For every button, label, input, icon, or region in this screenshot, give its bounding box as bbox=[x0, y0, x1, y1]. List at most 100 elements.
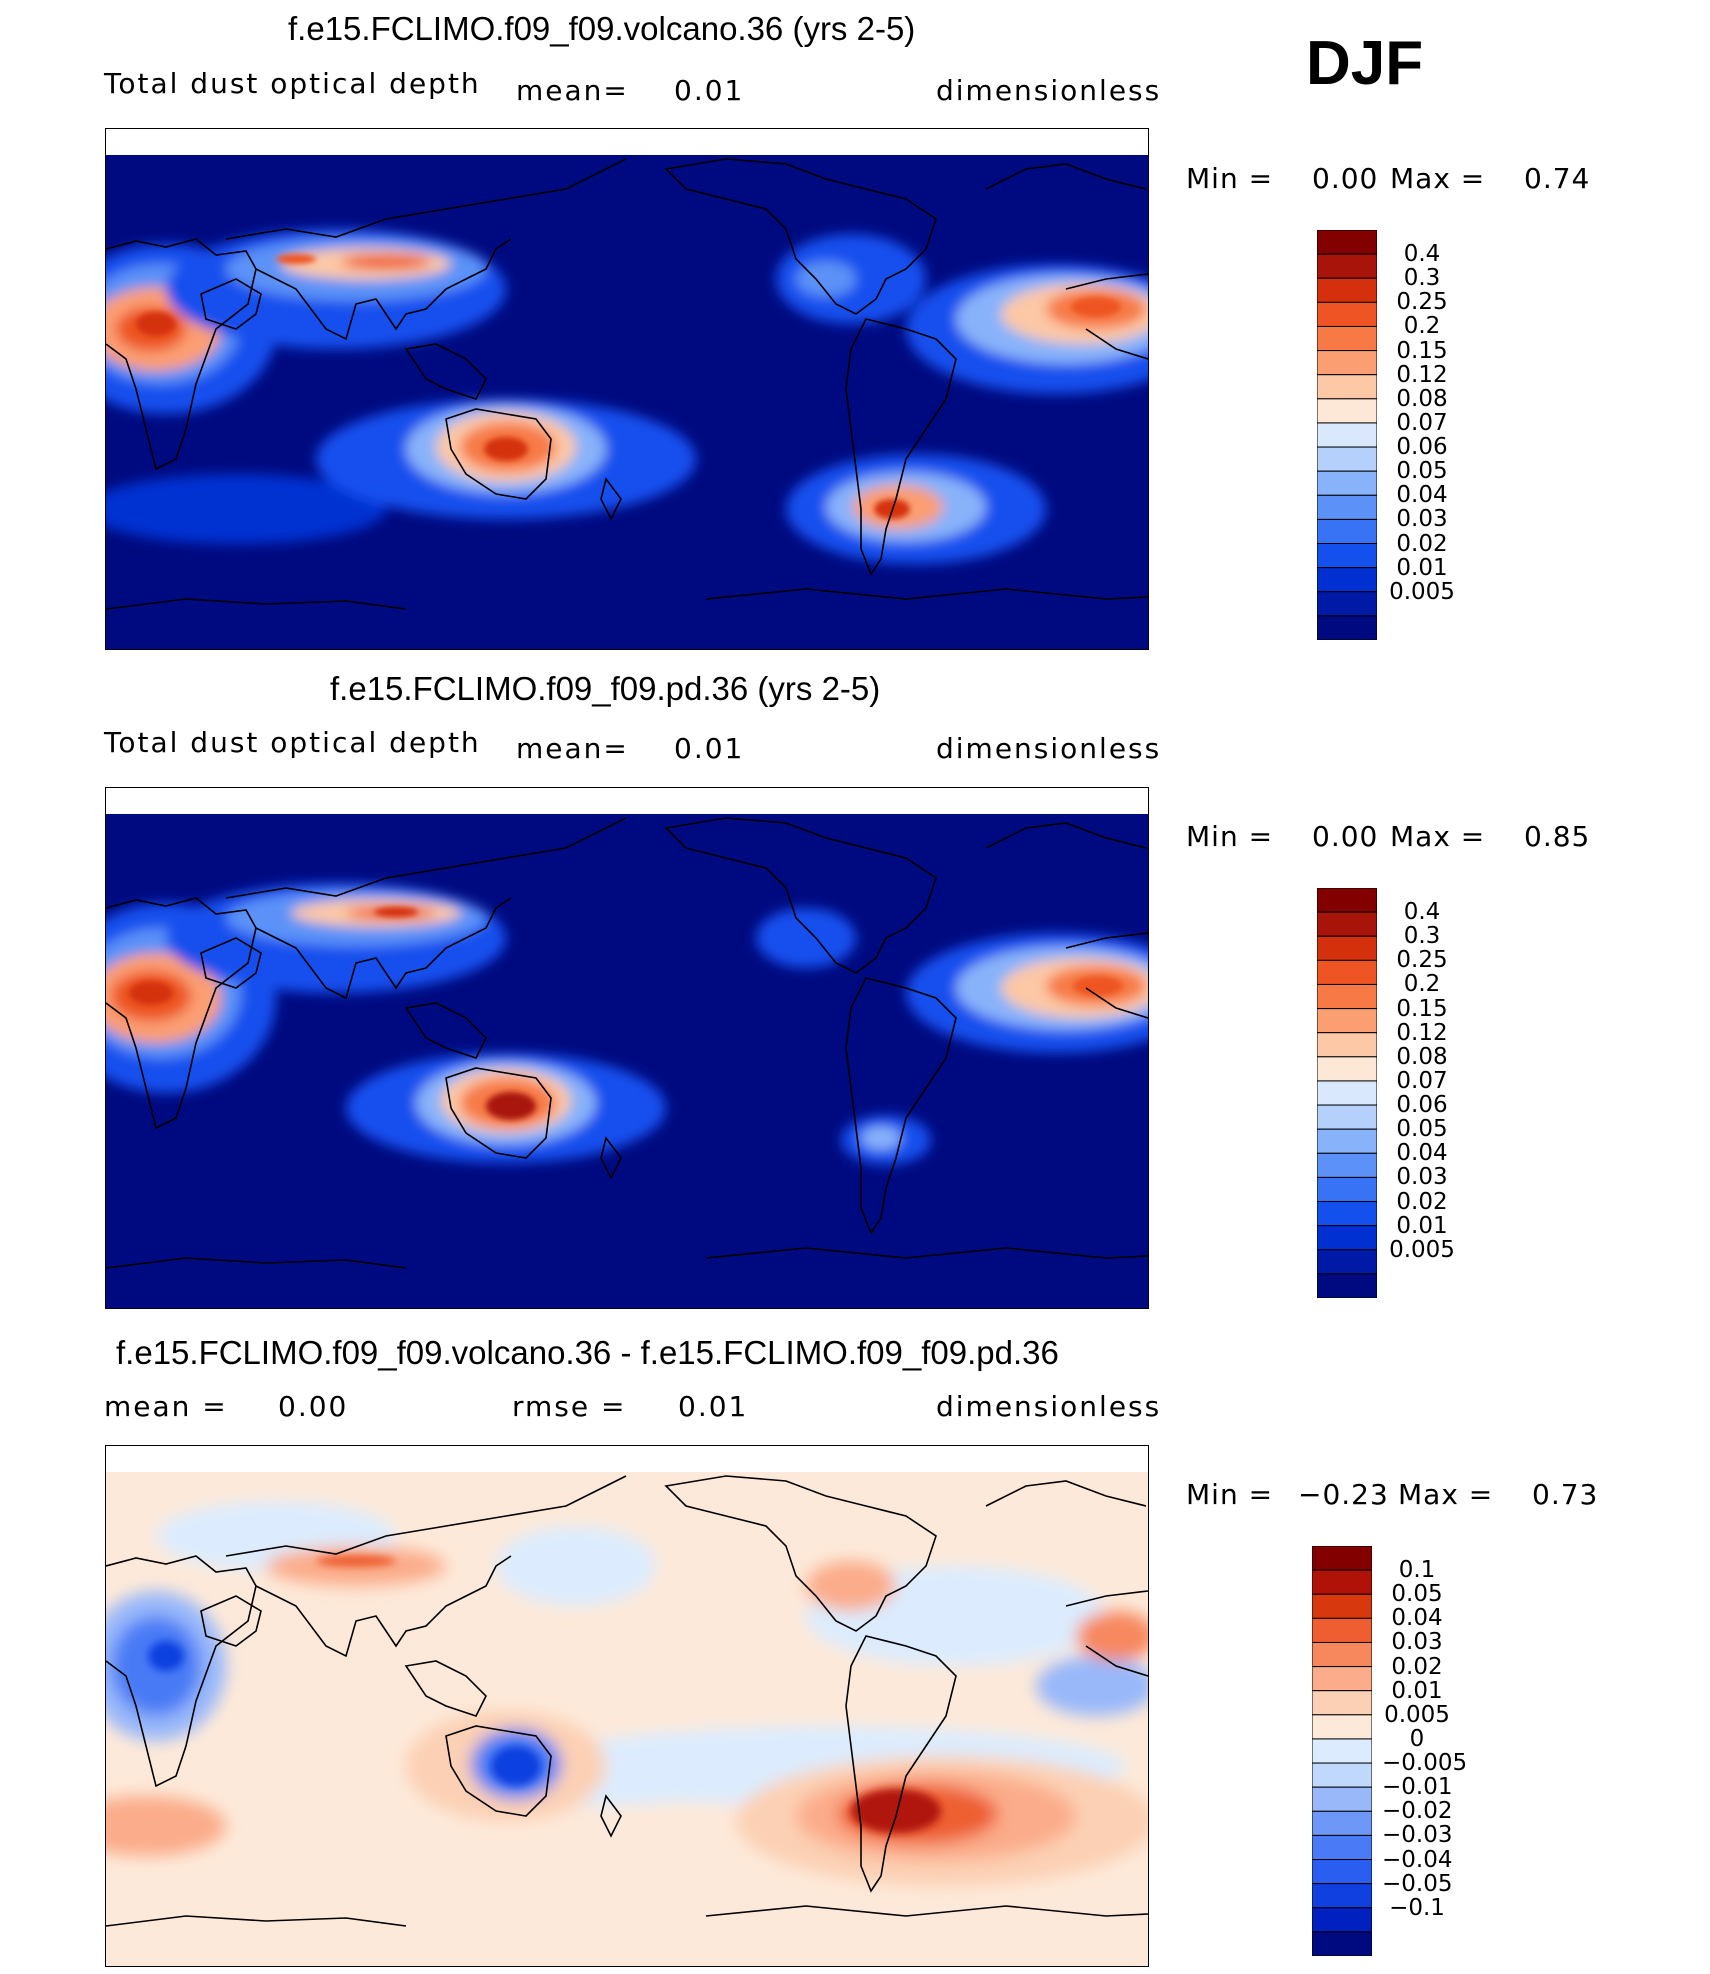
colorbar-swatch bbox=[1317, 1249, 1377, 1275]
colorbar-tick-label: 0 bbox=[1409, 1725, 1425, 1752]
colorbar-tick-label: 0.12 bbox=[1396, 361, 1448, 388]
panel-2-min-value: 0.00 bbox=[1312, 820, 1379, 853]
colorbar-swatch bbox=[1317, 1080, 1377, 1106]
colorbar-tick-label: 0.07 bbox=[1396, 409, 1448, 436]
colorbar-tick-label: −0.02 bbox=[1382, 1798, 1453, 1825]
panel-3-mean-value: 0.00 bbox=[278, 1390, 349, 1423]
panel-2-units: dimensionless bbox=[936, 732, 1162, 765]
colorbar-tick-label: 0.005 bbox=[1389, 1236, 1455, 1263]
colorbar-tick-label: 0.05 bbox=[1396, 1116, 1448, 1143]
colorbar-swatch bbox=[1317, 543, 1377, 569]
panel-1-mean-value: 0.01 bbox=[674, 74, 745, 107]
colorbar-tick-label: 0.25 bbox=[1396, 947, 1448, 974]
colorbar-tick-label: 0.4 bbox=[1403, 241, 1441, 268]
colorbar-swatch bbox=[1312, 1617, 1372, 1643]
colorbar-tick-label: 0.2 bbox=[1403, 971, 1441, 998]
panel-1-map bbox=[105, 128, 1149, 650]
colorbar-swatch bbox=[1317, 1104, 1377, 1130]
panel-2-map bbox=[105, 787, 1149, 1309]
panel-1-min-label: Min = bbox=[1186, 162, 1274, 195]
colorbar-tick-label: 0.15 bbox=[1396, 337, 1448, 364]
colorbar-tick-label: 0.02 bbox=[1391, 1653, 1443, 1680]
colorbar-swatch bbox=[1317, 446, 1377, 472]
colorbar-tick-label: 0.3 bbox=[1403, 923, 1441, 950]
panel-3-min-label: Min = bbox=[1186, 1478, 1274, 1511]
panel-2-max-value: 0.85 bbox=[1524, 820, 1591, 853]
panel-3-map-plot bbox=[106, 1472, 1148, 1966]
colorbar-swatch bbox=[1312, 1834, 1372, 1861]
colorbar-swatches bbox=[1317, 230, 1377, 640]
colorbar-tick-label: 0.4 bbox=[1403, 899, 1441, 926]
panel-3-mean-label: mean = bbox=[104, 1390, 228, 1423]
colorbar-tick-label: −0.01 bbox=[1382, 1774, 1453, 1801]
colorbar-swatch bbox=[1317, 1152, 1377, 1178]
colorbar-tick-label: 0.08 bbox=[1396, 1043, 1448, 1070]
colorbar-swatch bbox=[1317, 1008, 1377, 1034]
panel-2-colorbar: 0.4 0.3 0.25 0.2 0.15 0.12 0.08 0.07 0.06 0.05 0.0… bbox=[1317, 888, 1455, 1298]
colorbar-swatch bbox=[1312, 1690, 1372, 1716]
panel-1-coastlines bbox=[106, 158, 1148, 610]
colorbar-tick-label: 0.02 bbox=[1396, 1188, 1448, 1215]
panel-1-max-value: 0.74 bbox=[1524, 162, 1591, 195]
colorbar-swatch bbox=[1312, 1546, 1372, 1571]
colorbar-tick-label: 0.005 bbox=[1389, 578, 1455, 605]
colorbar-swatch bbox=[1317, 253, 1377, 279]
colorbar-swatch bbox=[1312, 1714, 1372, 1740]
panel-3-max-label: Max = bbox=[1398, 1478, 1494, 1511]
colorbar-swatch bbox=[1317, 911, 1377, 937]
colorbar-swatch bbox=[1317, 301, 1377, 327]
colorbar-swatch bbox=[1312, 1569, 1372, 1595]
colorbar-tick-label: 0.04 bbox=[1396, 482, 1448, 509]
colorbar-swatch bbox=[1317, 1128, 1377, 1154]
panel-2-min-label: Min = bbox=[1186, 820, 1274, 853]
panel-2-title: f.e15.FCLIMO.f09_f09.pd.36 (yrs 2-5) bbox=[330, 670, 881, 707]
colorbar-tick-label: −0.04 bbox=[1382, 1846, 1453, 1873]
panel-1-mean-label: mean= bbox=[516, 74, 629, 107]
panel-1-max-label: Max = bbox=[1390, 162, 1486, 195]
panel-1-colorbar: 0.4 0.3 0.25 0.2 0.15 0.12 0.08 0.07 0.06 0.05 0.0… bbox=[1317, 230, 1455, 640]
colorbar-swatch bbox=[1317, 888, 1377, 913]
colorbar-swatch bbox=[1312, 1762, 1372, 1788]
colorbar-tick-label: 0.05 bbox=[1396, 458, 1448, 485]
colorbar-swatch bbox=[1312, 1666, 1372, 1692]
colorbar-tick-label: 0.06 bbox=[1396, 434, 1448, 461]
colorbar-swatch bbox=[1317, 230, 1377, 255]
colorbar-swatch bbox=[1317, 277, 1377, 303]
panel-2-map-plot bbox=[106, 814, 1148, 1308]
colorbar-swatch bbox=[1312, 1859, 1372, 1885]
panel-3-map bbox=[105, 1445, 1149, 1967]
panel-3-coastlines bbox=[106, 1475, 1148, 1927]
colorbar-swatch bbox=[1312, 1738, 1372, 1764]
colorbar-tick-label: 0.08 bbox=[1396, 385, 1448, 412]
colorbar-swatch bbox=[1317, 567, 1377, 593]
panel-2-coastlines bbox=[106, 817, 1148, 1269]
colorbar-swatch bbox=[1312, 1786, 1372, 1812]
colorbar-swatch bbox=[1317, 615, 1377, 640]
colorbar-tick-label: 0.05 bbox=[1391, 1581, 1443, 1608]
colorbar-tick-label: 0.03 bbox=[1396, 1164, 1448, 1191]
panel-2-max-label: Max = bbox=[1390, 820, 1486, 853]
colorbar-tick-label: 0.15 bbox=[1396, 995, 1448, 1022]
colorbar-swatch bbox=[1317, 935, 1377, 961]
colorbar-swatch bbox=[1317, 983, 1377, 1010]
panel-3-min-value: −0.23 bbox=[1298, 1478, 1389, 1511]
colorbar-tick-label: 0.02 bbox=[1396, 530, 1448, 557]
panel-3-colorbar: 0.1 0.05 0.04 0.03 0.02 0.01 0.005 0 −0.005 −0.01… bbox=[1312, 1546, 1467, 1956]
colorbar-swatch bbox=[1317, 518, 1377, 545]
panel-2-mean-label: mean= bbox=[516, 732, 629, 765]
colorbar-swatch bbox=[1312, 1810, 1372, 1836]
colorbar-swatch bbox=[1317, 350, 1377, 376]
colorbar-tick-label: −0.1 bbox=[1389, 1894, 1445, 1921]
panel-2-mean-value: 0.01 bbox=[674, 732, 745, 765]
colorbar-swatch bbox=[1317, 398, 1377, 424]
colorbar-swatch bbox=[1317, 325, 1377, 352]
colorbar-swatch bbox=[1312, 1593, 1372, 1619]
colorbar-tick-label: 0.3 bbox=[1403, 265, 1441, 292]
panel-3-rmse-value: 0.01 bbox=[678, 1390, 749, 1423]
panel-3-rmse-label: rmse = bbox=[512, 1390, 627, 1423]
colorbar-tick-label: 0.1 bbox=[1398, 1557, 1436, 1584]
colorbar-swatch bbox=[1312, 1641, 1372, 1668]
panel-2-variable: Total dust optical depth bbox=[104, 726, 481, 759]
panel-1-map-plot bbox=[106, 155, 1148, 649]
colorbar-swatches bbox=[1317, 888, 1377, 1298]
